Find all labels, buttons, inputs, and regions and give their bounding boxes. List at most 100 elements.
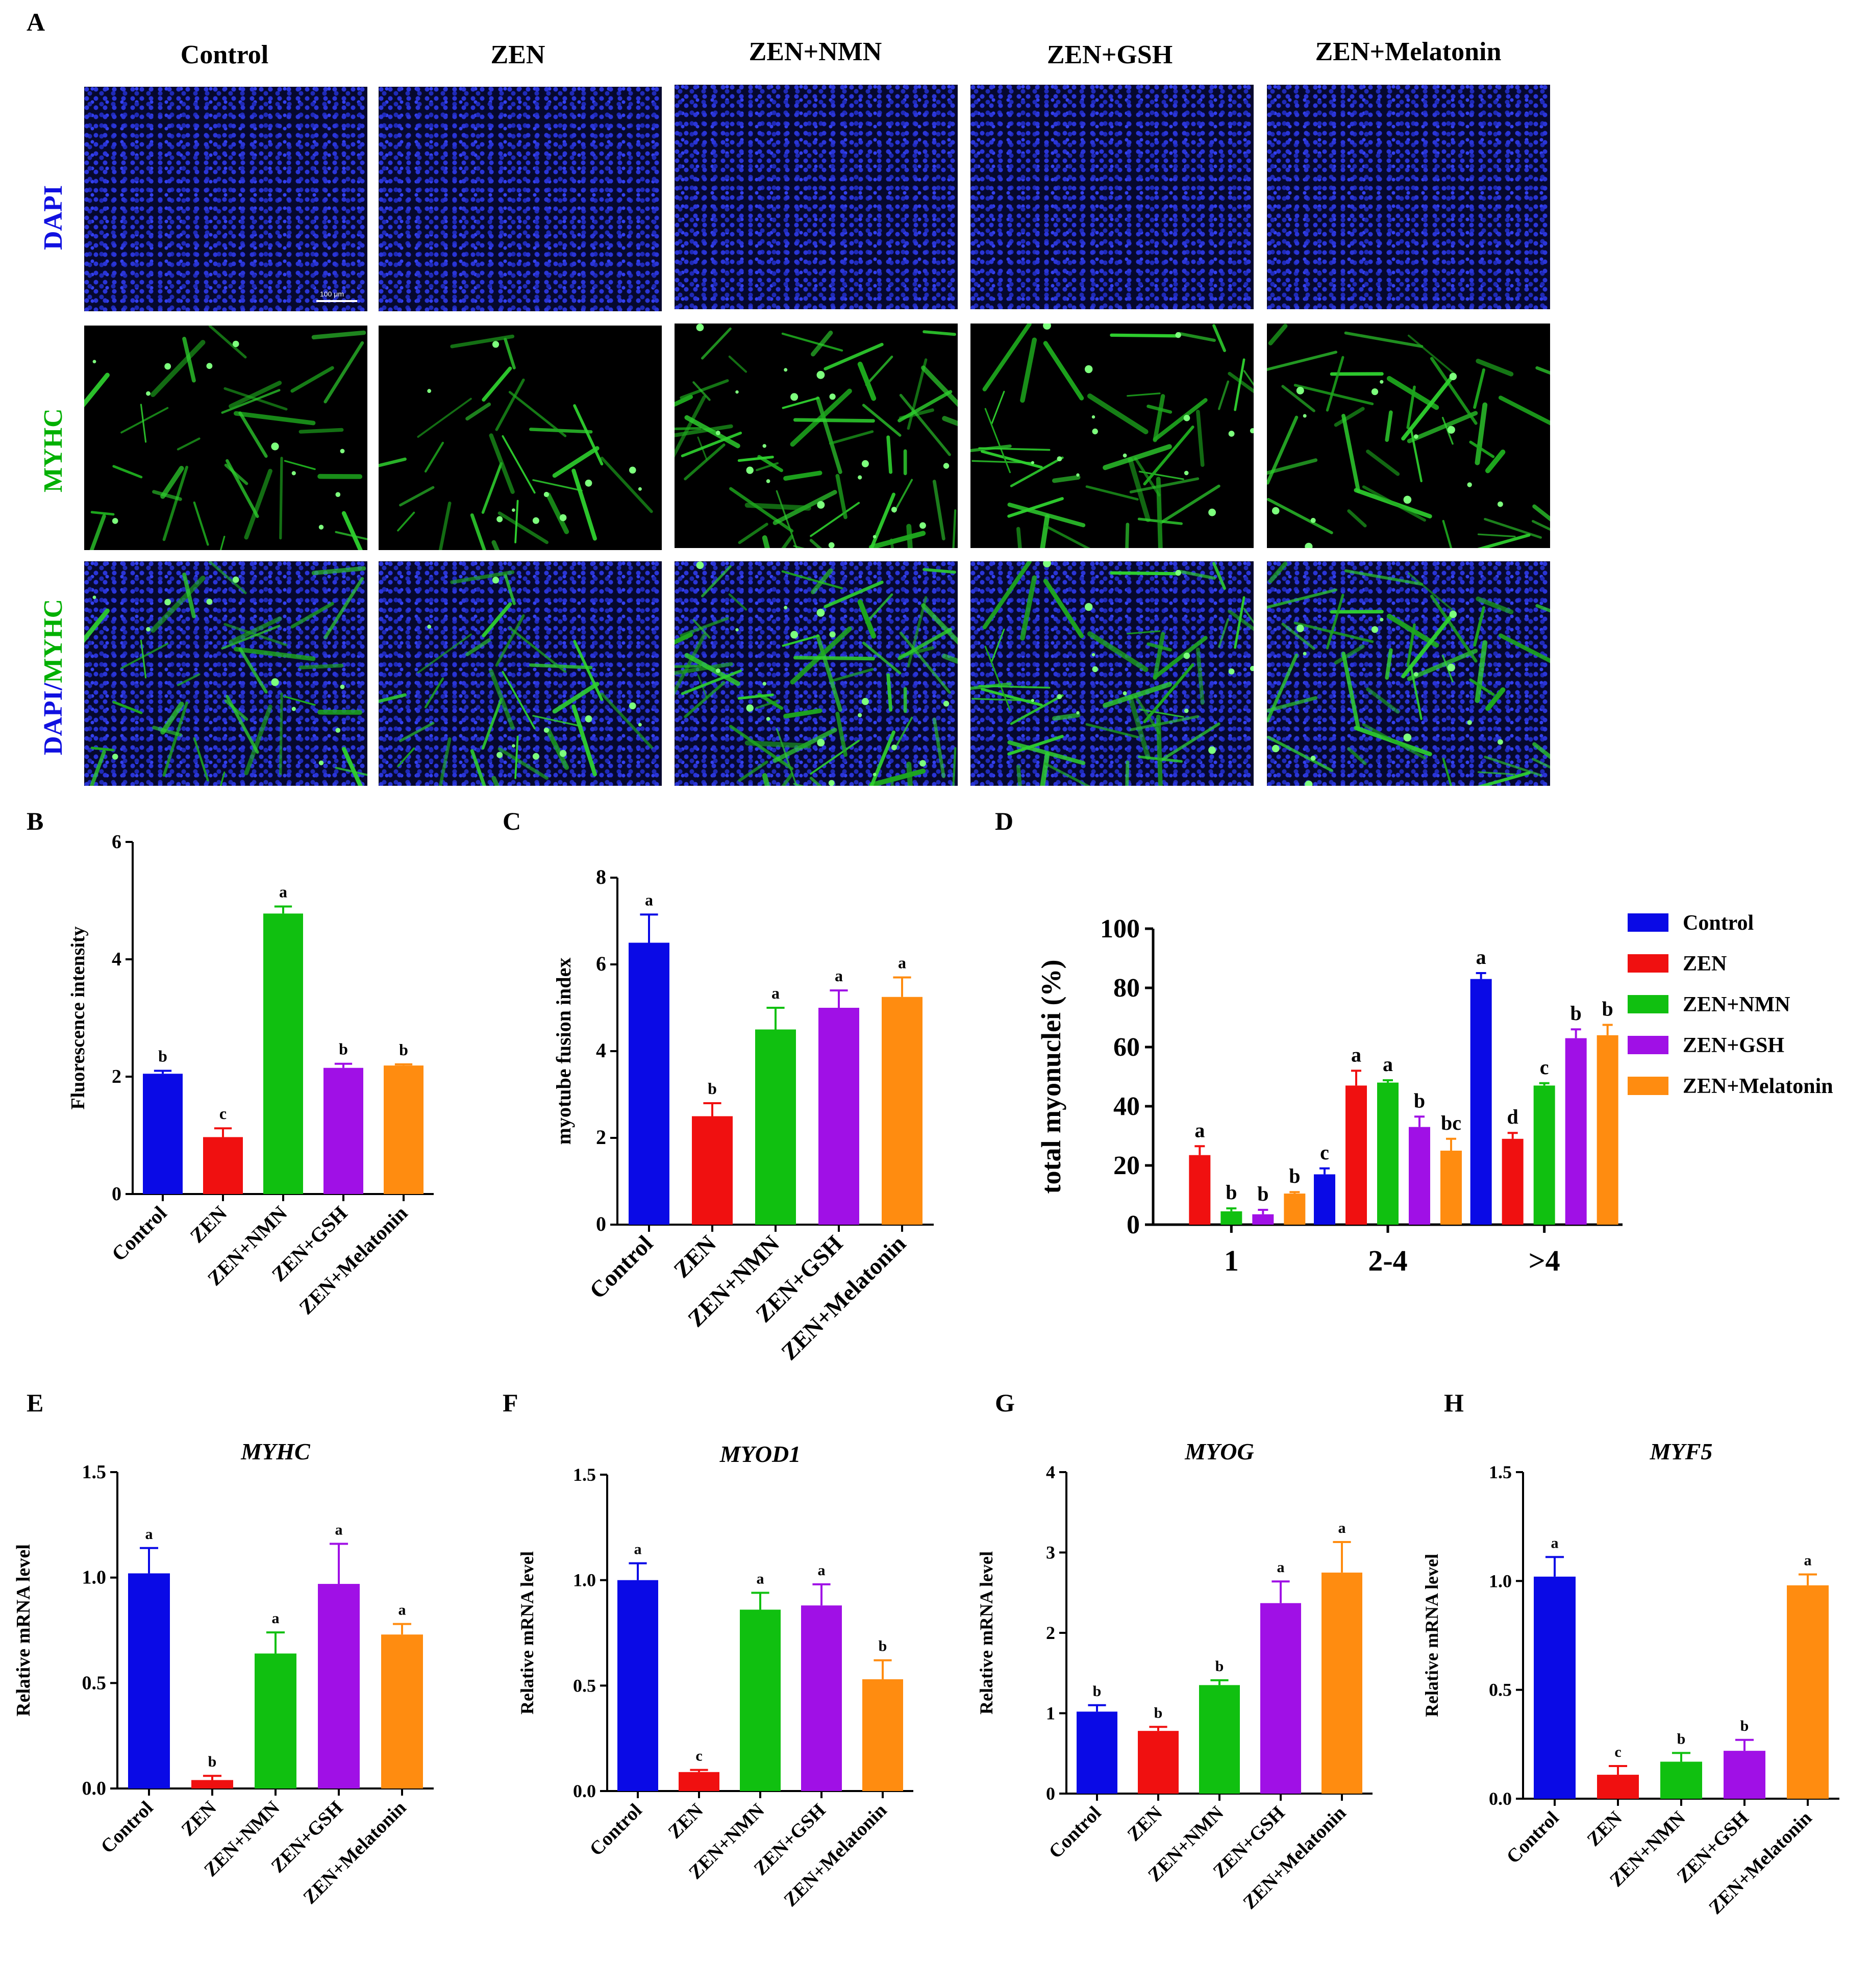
myotube [1052, 713, 1081, 721]
myhc-spot [746, 466, 754, 474]
myotube [781, 570, 843, 590]
myotube [681, 431, 742, 458]
myotube [899, 631, 951, 694]
merge-fibers-zen-gsh [970, 561, 1254, 786]
myotube [978, 685, 1051, 689]
myotube [1532, 742, 1550, 759]
myotube [532, 715, 583, 728]
significance-letter-zen-gsh: a [818, 1562, 826, 1579]
myhc-spot [943, 463, 950, 469]
y-tick-label: 4 [112, 949, 121, 970]
myhc-spot [1413, 434, 1418, 439]
y-tick-label: 1.0 [82, 1567, 107, 1588]
bar-zen-nmn [1660, 1761, 1702, 1799]
myotube [552, 446, 600, 478]
row-label-merge-myhc: MYHC [39, 599, 68, 683]
row-label-merge-dapi: DAPI [39, 690, 68, 755]
myotube [1020, 337, 1037, 403]
myhc-spot [766, 717, 770, 721]
myhc-spot [1498, 501, 1503, 507]
myotube [811, 568, 833, 594]
x-tick-label-control: Control [107, 1202, 171, 1266]
chart-f-myod1: MYOD1 0.0 0.5 1.0 1.5 Relative mRNA level a Con… [517, 1441, 913, 1911]
myhc-spot [146, 391, 151, 396]
myhc-spot [715, 430, 720, 435]
myotube [1212, 324, 1226, 352]
myotube [1160, 722, 1220, 762]
myhc-spot [1271, 744, 1280, 753]
significance-letter: b [1257, 1182, 1268, 1205]
myhc-spot [1228, 668, 1235, 675]
myotube [1484, 755, 1542, 777]
myotube [1531, 757, 1550, 769]
myhc-spot [1183, 414, 1190, 421]
legend-label-zen: ZEN [1683, 952, 1727, 976]
myotube [1267, 588, 1338, 609]
merge-fibers-zen [379, 570, 653, 786]
myotube [1485, 450, 1506, 474]
myotube [1044, 762, 1091, 786]
column-title-control: Control [180, 40, 269, 69]
myotube [1498, 395, 1550, 426]
myhc-spot [1250, 428, 1254, 434]
myotube [1326, 356, 1344, 412]
legend-label-zen-melatonin: ZEN+Melatonin [1683, 1075, 1833, 1098]
y-tick-label: 6 [112, 831, 121, 853]
myotube [120, 407, 169, 434]
significance-letter-zen-nmn: a [771, 984, 780, 1002]
x-tick-label-zen: ZEN [668, 1230, 721, 1283]
myotube [1362, 485, 1427, 522]
myotube [1476, 359, 1514, 377]
bar-zen-2-4 [1345, 1085, 1367, 1225]
myotube [226, 459, 259, 518]
myotube [323, 577, 364, 639]
y-tick-label: 100 [1100, 914, 1140, 943]
myhc-spot [1085, 603, 1093, 611]
significance-letter-control: a [1551, 1534, 1559, 1551]
x-tick-label-zen: ZEN [177, 1797, 220, 1841]
myotube [600, 692, 653, 749]
micrograph-myhc-zen-nmn [675, 324, 958, 548]
myotube [491, 540, 500, 550]
significance-letter: a [1351, 1043, 1361, 1066]
myotube [868, 768, 926, 786]
myotube [150, 340, 206, 397]
bar-zen-melatonin-1 [1284, 1194, 1306, 1225]
myotube [1341, 413, 1361, 493]
bar-zen [692, 1116, 733, 1225]
myhc-spot [696, 561, 704, 569]
myhc-spot [112, 754, 118, 760]
myotube [675, 395, 706, 458]
myhc-spot [335, 728, 341, 733]
myotube [815, 396, 842, 474]
myotube [890, 538, 894, 548]
myotube [684, 443, 726, 481]
bar-control [128, 1573, 170, 1788]
column-title-zen-gsh: ZEN+GSH [1046, 40, 1173, 69]
myotube [1156, 714, 1163, 786]
myotube [219, 536, 226, 550]
myotube [1281, 385, 1315, 412]
column-title-zen-melatonin: ZEN+Melatonin [1315, 37, 1502, 66]
bar-zen [191, 1780, 233, 1788]
bar-control-4 [1470, 979, 1492, 1225]
x-tick-label-control: Control [1045, 1802, 1106, 1863]
myhc-spot [1076, 473, 1080, 477]
myotube [177, 673, 201, 686]
myhc-spot [858, 475, 862, 480]
panel-letter-g: G [995, 1388, 1015, 1417]
myotube [970, 444, 1012, 453]
myhc-spot [784, 368, 788, 372]
bar-zen-4 [1502, 1138, 1524, 1225]
myhc-spot [335, 492, 341, 497]
myotube [1052, 475, 1081, 483]
myotube [397, 511, 415, 532]
myotube [1407, 334, 1456, 376]
myhc-spot [891, 744, 897, 751]
myhc-spot [715, 668, 720, 673]
myotube [952, 747, 957, 786]
myhc-spot [543, 491, 549, 498]
myotube [335, 766, 367, 776]
myotube [573, 640, 604, 702]
